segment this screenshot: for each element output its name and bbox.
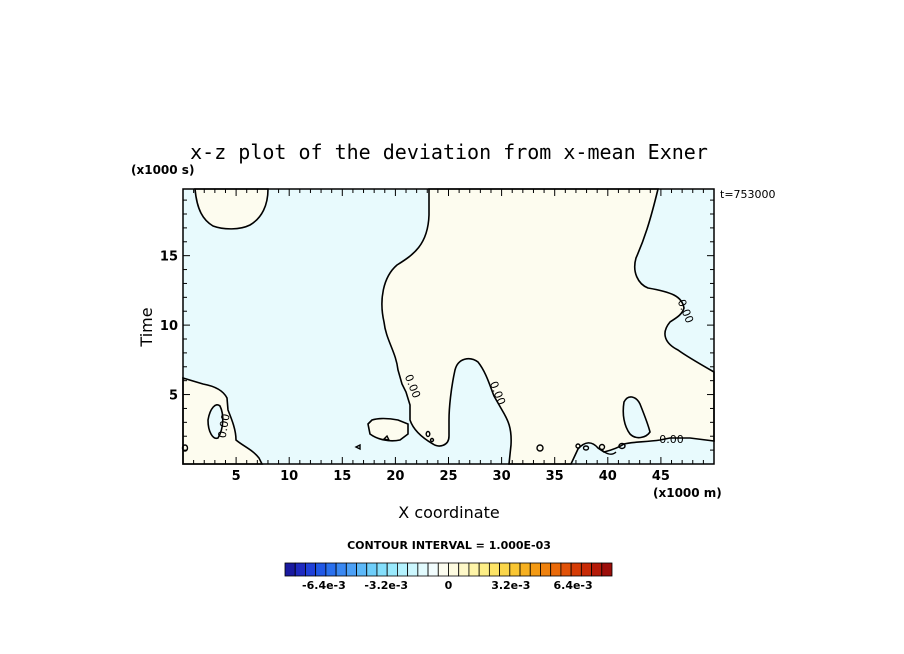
colorbar-swatch (591, 562, 603, 577)
colorbar-swatch (366, 562, 378, 577)
colorbar-swatch (335, 562, 347, 577)
colorbar-swatch (284, 562, 296, 577)
x-axis-label: X coordinate (398, 503, 499, 522)
colorbar-swatch (386, 562, 398, 577)
colorbar-swatch (488, 562, 500, 577)
y-axis-label: Time (137, 307, 156, 347)
colorbar-swatch (437, 562, 449, 577)
colorbar-tick-label: -6.4e-3 (302, 579, 346, 592)
positive-region-top-left (194, 188, 269, 230)
x-tick-label: 30 (493, 469, 511, 484)
colorbar-swatch (560, 562, 572, 577)
positive-region-lower-mid (367, 417, 409, 442)
negative-pocket-right (622, 396, 651, 439)
x-axis-unit: (x1000 m) (653, 486, 722, 500)
chart-title: x-z plot of the deviation from x-mean Ex… (190, 140, 708, 164)
x-tick-label: 25 (439, 469, 457, 484)
colorbar-swatch (294, 562, 306, 577)
colorbar-swatch (305, 562, 317, 577)
colorbar-swatch (550, 562, 562, 577)
plot-area: 0.000.00 0.000.000.00 5 10 15 20 25 30 35 40 4551… (160, 188, 715, 484)
contour-label: 0.00 (216, 413, 233, 439)
colorbar-swatch (540, 562, 552, 577)
x-tick-label: 15 (333, 469, 351, 484)
colorbar-swatch (427, 562, 439, 577)
colorbar-swatch (345, 562, 357, 577)
x-tick-label: 20 (386, 469, 404, 484)
colorbar-swatch (376, 562, 388, 577)
colorbar-swatch (468, 562, 480, 577)
colorbar-swatch (601, 562, 613, 577)
contour-label: 0.00 (659, 433, 684, 446)
x-tick-label: 5 (232, 469, 241, 484)
colorbar-swatch (458, 562, 470, 577)
colorbar-swatch (580, 562, 592, 577)
colorbar-tick-label: 0 (445, 579, 453, 592)
colorbar-swatch (529, 562, 541, 577)
colorbar-swatch (570, 562, 582, 577)
colorbar-swatch (325, 562, 337, 577)
colorbar-tick-label: 3.2e-3 (491, 579, 530, 592)
y-axis-unit: (x1000 s) (131, 163, 194, 177)
colorbar-labels: -6.4e-3 -3.2e-3 0 3.2e-3 6.4e-3 (302, 579, 593, 592)
colorbar-swatch (315, 562, 327, 577)
colorbar-tick-label: 6.4e-3 (553, 579, 592, 592)
x-tick-label: 10 (280, 469, 298, 484)
timestamp-label: t=753000 (720, 188, 776, 201)
colorbar-swatch (397, 562, 409, 577)
negative-loop-left (207, 404, 224, 440)
colorbar-swatch (478, 562, 490, 577)
colorbar-swatch (407, 562, 419, 577)
colorbar-swatch (519, 562, 531, 577)
colorbar-swatch (509, 562, 521, 577)
colorbar (284, 562, 613, 577)
positive-region-main (381, 188, 715, 465)
colorbar-swatch (356, 562, 368, 577)
y-tick-label: 5 (169, 389, 178, 404)
axis-tick-labels: 5 10 15 20 25 30 35 40 45 5 10 15 (160, 250, 670, 484)
colorbar-swatch (417, 562, 429, 577)
x-tick-label: 40 (599, 469, 617, 484)
colorbar-swatch (499, 562, 511, 577)
y-tick-label: 10 (160, 319, 178, 334)
x-tick-label: 35 (546, 469, 564, 484)
x-tick-label: 45 (652, 469, 670, 484)
axis-ticks (183, 189, 714, 464)
y-tick-label: 15 (160, 250, 178, 265)
contour-interval-label: CONTOUR INTERVAL = 1.000E-03 (347, 539, 551, 552)
colorbar-tick-label: -3.2e-3 (364, 579, 408, 592)
colorbar-swatch (448, 562, 460, 577)
small-contour-features (181, 430, 626, 455)
